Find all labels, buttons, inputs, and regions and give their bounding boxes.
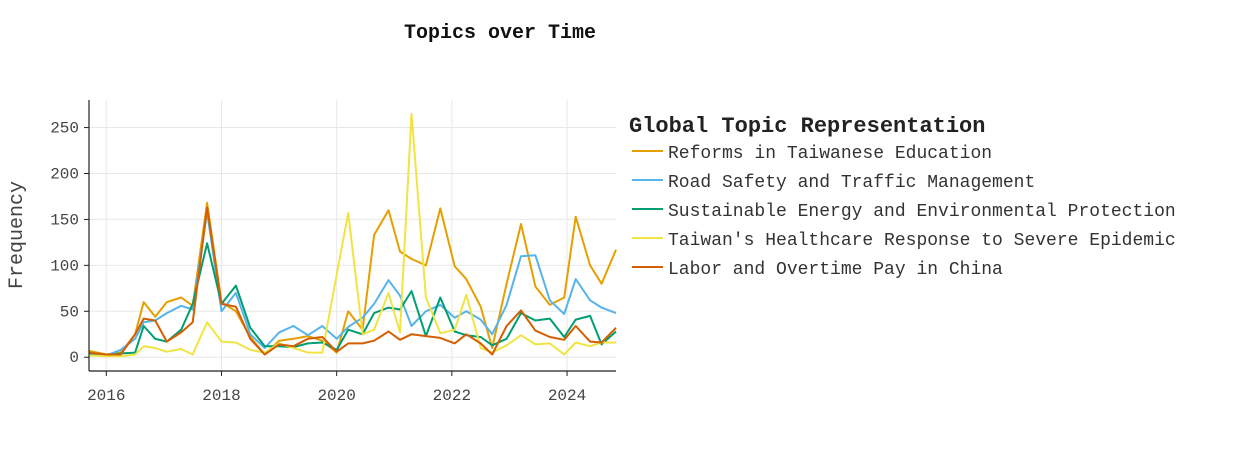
- legend-entry-reforms-in-taiwanese-education: Reforms in Taiwanese Education: [668, 144, 992, 164]
- x-axis-ticks: 2016 2018 2020 2022 2024: [87, 371, 586, 405]
- series-line-taiwan-s-healthcare-response-to-severe-epidemic: [88, 112, 616, 358]
- legend-entry-labor-and-overtime-pay-in-china: Labor and Overtime Pay in China: [668, 260, 1003, 280]
- y-tick-label: 150: [50, 211, 79, 229]
- legend-entry-sustainable-energy-and-environmental-protection: Sustainable Energy and Environmental Pro…: [668, 202, 1176, 222]
- series-lines: [88, 112, 617, 358]
- x-tick-label: 2022: [433, 387, 471, 405]
- y-tick-label: 250: [50, 120, 79, 138]
- series-line-labor-and-overtime-pay-in-china: [88, 206, 617, 356]
- y-tick-label: 50: [60, 303, 79, 321]
- chart-title: Topics over Time: [404, 22, 596, 45]
- y-axis-ticks: 0 50 100 150 200 250: [50, 120, 89, 367]
- y-tick-label: 100: [50, 257, 79, 275]
- x-tick-label: 2020: [317, 387, 355, 405]
- x-tick-label: 2018: [202, 387, 240, 405]
- legend-entry-taiwan-s-healthcare-response-to-severe-epidemic: Taiwan's Healthcare Response to Severe E…: [668, 231, 1176, 251]
- series-line-road-safety-and-traffic-management: [88, 211, 617, 357]
- y-tick-label: 0: [69, 349, 79, 367]
- series-line-sustainable-energy-and-environmental-protection: [88, 242, 617, 357]
- x-tick-label: 2016: [87, 387, 125, 405]
- legend: Global Topic Representation Reforms in T…: [629, 114, 1176, 280]
- legend-title: Global Topic Representation: [629, 114, 985, 139]
- y-axis-label: Frequency: [6, 181, 29, 289]
- legend-entry-road-safety-and-traffic-management: Road Safety and Traffic Management: [668, 173, 1035, 193]
- x-tick-label: 2024: [548, 387, 586, 405]
- y-tick-label: 200: [50, 165, 79, 183]
